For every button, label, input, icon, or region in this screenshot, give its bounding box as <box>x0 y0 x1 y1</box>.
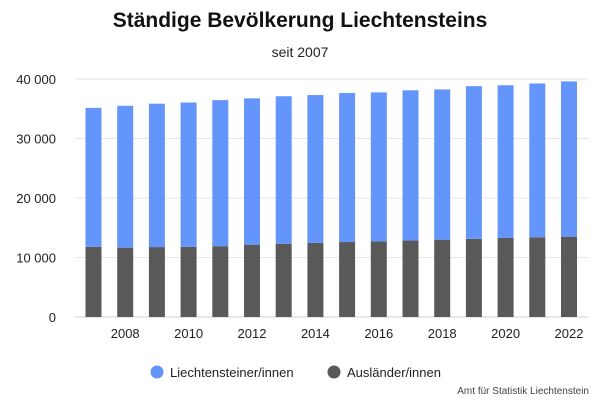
bar-liechtensteiner <box>370 92 387 242</box>
bar-auslaender <box>275 243 292 317</box>
bar-auslaender <box>85 246 102 317</box>
bar-auslaender <box>212 246 229 317</box>
x-tick-label: 2012 <box>238 326 267 341</box>
x-tick-label: 2010 <box>174 326 203 341</box>
bar-auslaender <box>561 236 577 317</box>
bar-liechtensteiner <box>561 81 577 237</box>
bar-auslaender <box>370 241 387 317</box>
source-note: Amt für Statistik Liechtenstein <box>457 386 589 397</box>
bar-liechtensteiner <box>212 100 229 247</box>
legend-marker <box>150 365 164 379</box>
bar-auslaender <box>402 240 419 317</box>
bar-liechtensteiner <box>529 83 546 238</box>
chart-title: Ständige Bevölkerung Liechtensteins <box>113 9 488 32</box>
x-tick-label: 2020 <box>491 326 520 341</box>
legend: Liechtensteiner/innen Ausländer/innen <box>150 365 441 380</box>
legend-label: Liechtensteiner/innen <box>170 365 294 380</box>
x-axis-ticks: 2008 2010 2012 2014 2016 2018 2020 2022 <box>111 326 584 341</box>
bar-auslaender <box>465 238 482 317</box>
y-tick-label: 0 <box>49 310 56 325</box>
bar-liechtensteiner <box>434 89 451 240</box>
x-tick-label: 2018 <box>428 326 457 341</box>
bar-liechtensteiner <box>180 102 197 247</box>
bar-auslaender <box>497 237 514 317</box>
bars <box>85 81 577 317</box>
bar-liechtensteiner <box>465 86 482 239</box>
bar-auslaender <box>434 239 451 317</box>
x-tick-label: 2016 <box>364 326 393 341</box>
legend-marker <box>327 365 341 379</box>
x-tick-label: 2008 <box>111 326 140 341</box>
bar-auslaender <box>148 247 165 317</box>
bar-liechtensteiner <box>307 95 324 243</box>
legend-label: Ausländer/innen <box>347 365 441 380</box>
bar-auslaender <box>244 244 260 317</box>
x-tick-label: 2014 <box>301 326 330 341</box>
y-axis-ticks: 0 10 000 20 000 30 000 40 000 <box>16 72 56 325</box>
bar-auslaender <box>117 247 134 317</box>
bar-liechtensteiner <box>244 98 260 245</box>
bar-liechtensteiner <box>402 90 419 241</box>
bar-liechtensteiner <box>85 107 102 247</box>
bar-auslaender <box>529 237 546 317</box>
chart-subtitle: seit 2007 <box>272 44 329 60</box>
y-tick-label: 20 000 <box>16 191 56 206</box>
bar-auslaender <box>180 246 197 317</box>
bar-liechtensteiner <box>148 103 165 248</box>
bar-auslaender <box>307 242 324 317</box>
bar-auslaender <box>339 242 356 317</box>
bar-liechtensteiner <box>117 105 134 248</box>
bar-liechtensteiner <box>339 92 356 243</box>
y-tick-label: 30 000 <box>16 132 56 147</box>
y-tick-label: 40 000 <box>16 72 56 87</box>
bar-liechtensteiner <box>497 85 514 238</box>
bar-liechtensteiner <box>275 96 292 244</box>
y-tick-label: 10 000 <box>16 251 56 266</box>
x-tick-label: 2022 <box>555 326 584 341</box>
